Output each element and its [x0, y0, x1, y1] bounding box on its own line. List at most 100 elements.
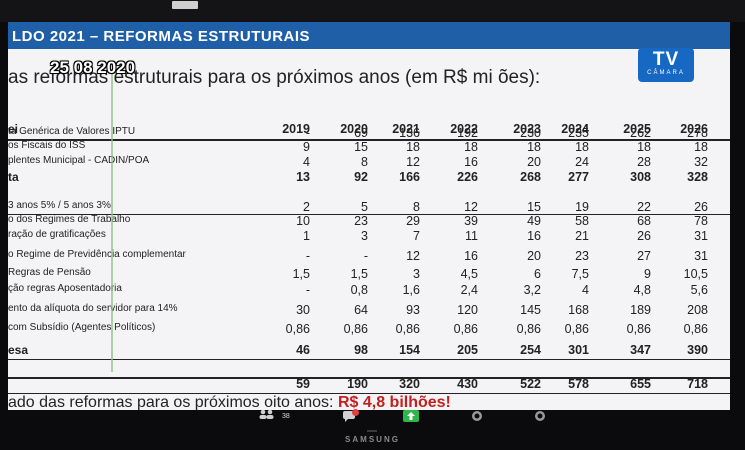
row-label: o Regime de Previdência complementar	[8, 249, 186, 260]
row-label: plentes Municipal - CADIN/POA	[8, 155, 150, 166]
cell-value: 29	[406, 214, 420, 228]
cell-value: 7,5	[571, 267, 589, 281]
monitor-bezel-top	[0, 0, 745, 22]
cell-value: 578	[568, 377, 589, 391]
settings-icon[interactable]	[534, 409, 546, 421]
cell-value: 189	[630, 303, 651, 317]
cell-value: 27	[637, 249, 651, 263]
year-header: 2021	[392, 122, 420, 136]
cell-value: 18	[527, 140, 541, 154]
slide-title-bar: LDO 2021 – REFORMAS ESTRUTURAIS	[8, 22, 730, 49]
cell-value: 4	[582, 283, 589, 297]
table-row: o dos Regimes de Trabalho 10 23 29 39 49 58 68 7…	[8, 214, 730, 229]
share-screen-icon[interactable]	[403, 409, 421, 422]
cell-value: 0,86	[285, 322, 310, 336]
cell-value: 39	[464, 214, 478, 228]
row-label: o dos Regimes de Trabalho	[8, 214, 131, 225]
year-header: 2020	[340, 122, 368, 136]
table-header: ei 2019 2020 2021 2022 2023 2024 2025 2026	[8, 122, 730, 137]
cell-value: 11	[465, 229, 478, 243]
cell-value: 718	[687, 377, 708, 391]
table-row: Regras de Pensão 1,5 1,5 3 4,5 6 7,5 9 10,5	[8, 267, 730, 282]
cell-value: 8	[413, 200, 420, 214]
cell-value: -	[363, 249, 368, 263]
video-artifact-line	[111, 72, 113, 372]
cell-value: 277	[568, 170, 589, 184]
cell-value: 1,6	[402, 283, 420, 297]
participant-count: 38	[282, 413, 290, 420]
row-label: ção regras Aposentadoria	[8, 283, 122, 294]
cell-value: 0,86	[626, 322, 651, 336]
table-divider	[8, 359, 730, 360]
table-row: o Regime de Previdência complementar - - 12…	[8, 249, 730, 264]
logo-sub-text: CÂMARA	[647, 70, 685, 76]
cell-value: 328	[687, 170, 708, 184]
cell-value: 136	[399, 126, 420, 140]
cell-value: 0,86	[395, 322, 420, 336]
cell-value: 0,86	[343, 322, 368, 336]
cell-value: 2	[303, 200, 310, 214]
cell-value: 190	[347, 377, 368, 391]
row-label: com Subsídio (Agentes Políticos)	[8, 322, 156, 333]
row-label: 3 anos 5% / 5 anos 3%	[8, 200, 111, 211]
cell-value: 26	[637, 229, 651, 243]
cell-value: 64	[354, 303, 368, 317]
row-label: ração de gratificações	[8, 229, 106, 240]
cell-value: -	[305, 249, 310, 263]
cell-value: 23	[354, 214, 368, 228]
table-row: os Fiscais do ISS 9 15 18 18 18 18 18 18	[8, 140, 730, 155]
chat-badge	[352, 409, 359, 416]
row-label: os Fiscais do ISS	[8, 140, 86, 151]
table-row: ento da alíquota do servidor para 14% 30 6…	[8, 303, 730, 318]
cell-value: 154	[399, 343, 420, 357]
table-divider	[8, 377, 730, 379]
cell-value: 31	[694, 229, 708, 243]
cell-value: 3	[413, 267, 420, 281]
cell-value: 4,5	[460, 267, 478, 281]
cell-value: 6	[534, 267, 541, 281]
cell-value: -	[305, 126, 310, 140]
cell-value: 0,8	[350, 283, 368, 297]
table-divider	[8, 214, 730, 215]
cell-value: 3,2	[523, 283, 541, 297]
cell-value: 19	[575, 200, 589, 214]
cell-value: 12	[406, 249, 420, 263]
table-row: plentes Municipal - CADIN/POA 4 8 12 16 20 24 2…	[8, 155, 730, 170]
power-indicator	[367, 430, 377, 432]
header-label: ei	[8, 122, 19, 136]
row-label: ta Genérica de Valores IPTU	[8, 126, 136, 137]
cell-value: 69	[354, 126, 368, 140]
cell-value: 0,86	[564, 322, 589, 336]
summary-highlight: R$ 4,8 bilhões!	[337, 394, 451, 410]
cell-value: 9	[303, 140, 310, 154]
table-total-row: ta 13 92 166 226 268 277 308 328	[8, 170, 730, 185]
cell-value: 5	[361, 200, 368, 214]
cell-value: 9	[644, 267, 651, 281]
cell-value: 7	[413, 229, 420, 243]
date-overlay: 25 08 2020	[50, 58, 136, 77]
cell-value: 16	[464, 155, 478, 169]
participants-icon[interactable]	[258, 409, 284, 421]
reactions-icon[interactable]	[471, 409, 483, 421]
cell-value: 32	[694, 155, 708, 169]
presentation-screen: LDO 2021 – REFORMAS ESTRUTURAIS 25 08 20…	[8, 22, 730, 410]
table-row: com Subsídio (Agentes Políticos) 0,86 0,86…	[8, 322, 730, 337]
bezel-label-sticker	[172, 1, 198, 9]
cell-value: 168	[568, 303, 589, 317]
monitor-brand: SAMSUNG	[345, 435, 400, 444]
cell-value: 16	[527, 229, 541, 243]
cell-value: 4	[303, 155, 310, 169]
row-label: Regras de Pensão	[8, 267, 91, 278]
cell-value: 22	[637, 200, 651, 214]
table-divider	[8, 393, 730, 394]
cell-value: 166	[399, 170, 420, 184]
row-label: esa	[8, 343, 29, 357]
cell-value: 226	[457, 170, 478, 184]
cell-value: 347	[630, 343, 651, 357]
cell-value: 1,5	[350, 267, 368, 281]
cell-value: 18	[694, 140, 708, 154]
cell-value: 31	[694, 249, 708, 263]
cell-value: 268	[520, 170, 541, 184]
cell-value: 13	[296, 170, 310, 184]
cell-value: 20	[527, 155, 541, 169]
